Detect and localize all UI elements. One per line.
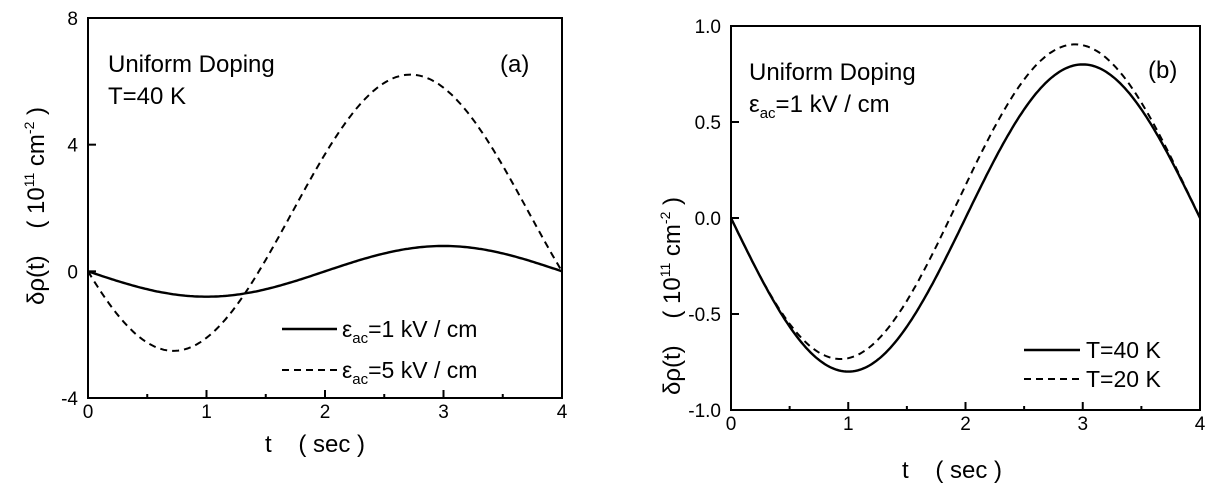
panel-a-ylabel-close: ) [23,107,50,122]
panel-a-ytick-label: 8 [67,9,78,30]
panel-b-xlabel: t ( sec ) [902,457,1002,484]
panel-a-xtick-label: 2 [320,402,331,423]
panel-b-ylabel-exp2: -2 [657,211,673,224]
panel-a-ylabel-main: δρ(t) ( 10 [23,187,50,305]
panel-a-legend-symbol-solid: ε [342,316,352,342]
panel-b-xtick-label: 2 [960,414,971,435]
panel-b-legend-text-solid: T=40 K [1086,337,1161,363]
panel-a-xtick-label: 1 [201,402,212,423]
panel-a-ytick-label: 4 [67,136,78,157]
panel-a-ylabel-exp1: 11 [21,173,37,188]
panel-b-annotation-field-symbol: ε [749,91,760,118]
panel-a-annotation-title: Uniform Doping [108,51,275,78]
panel-a-panel-label: (a) [500,51,529,78]
panel-b-annotation-title: Uniform Doping [749,59,916,86]
panel-a-legend-text-dashed: εac=5 kV / cm [342,357,477,388]
panel-a-legend-sub-dashed: ac [352,371,368,388]
panel-b-series-dashed-line [730,43,1201,360]
panel-b-panel-label: (b) [1148,57,1177,84]
panel-b-tick-labels: 0 1 2 3 4 -1.0 -0.5 0.0 0.5 1.0 [688,17,1205,435]
panel-b-xtick-label: 1 [843,414,854,435]
panel-a-legend: εac=1 kV / cm εac=5 kV / cm [282,316,477,388]
panel-a-series [87,73,563,352]
panel-b-xtick-label: 4 [1195,414,1206,435]
panel-b-ticks [730,25,1201,411]
panel-a-ylabel-unit: cm [23,134,50,173]
panel-a-ticks [87,17,563,399]
panel-b-legend-text-dashed: T=20 K [1086,366,1161,392]
panel-b-series [729,43,1202,373]
panel-b-ylabel-unit: cm [659,224,686,263]
panel-b-ytick-label: 0.0 [695,209,721,230]
panel-b-annotation-field: εac=1 kV / cm [749,91,890,122]
panel-b-ytick-label: -1.0 [688,401,721,422]
panel-b-ytick-label: 1.0 [695,17,721,38]
panel-b-ylabel: δρ(t) ( 1011 cm-2 ) [657,197,686,395]
panel-b-xtick-label: 3 [1077,414,1088,435]
panel-a-legend-rest-dashed: =5 kV / cm [368,357,477,383]
panel-a-ylabel: δρ(t) ( 1011 cm-2 ) [21,107,50,305]
panel-a-series-dashed-line [87,73,563,352]
panel-b-xtick-label: 0 [726,414,737,435]
panel-a-xtick-label: 3 [438,402,449,423]
panel-b-legend: T=40 K T=20 K [1024,337,1161,392]
panel-b-annotation-field-sub: ac [760,105,776,122]
panel-a-ytick-label: 0 [67,262,78,283]
panel-b-ylabel-exp1: 11 [657,263,673,278]
panel-b-ylabel-close: ) [659,197,686,212]
panel-a-series-solid-line [87,244,563,298]
panel-a-ytick-label: -4 [61,389,78,410]
panel-b: 0 1 2 3 4 -1.0 -0.5 0.0 0.5 1.0 Uniform Doping εa… [657,17,1206,484]
panel-b-annotation-field-rest: =1 kV / cm [776,91,890,118]
panel-b-ytick-label: -0.5 [688,305,721,326]
panel-a-xlabel: t ( sec ) [265,431,365,458]
panel-a-xtick-label: 4 [557,402,568,423]
panel-a-ylabel-exp2: -2 [21,121,37,134]
panel-a-legend-rest-solid: =1 kV / cm [368,316,477,342]
panel-b-series-solid-line [729,63,1202,373]
panel-a-xtick-label: 0 [83,402,94,423]
panel-b-ylabel-main: δρ(t) ( 10 [659,277,686,395]
panel-a-legend-symbol-dashed: ε [342,357,352,383]
panel-b-ytick-label: 0.5 [695,113,721,134]
panel-a-legend-sub-solid: ac [352,330,368,347]
panel-a-legend-text-solid: εac=1 kV / cm [342,316,477,347]
panel-a-annotation-temp: T=40 K [108,83,186,110]
